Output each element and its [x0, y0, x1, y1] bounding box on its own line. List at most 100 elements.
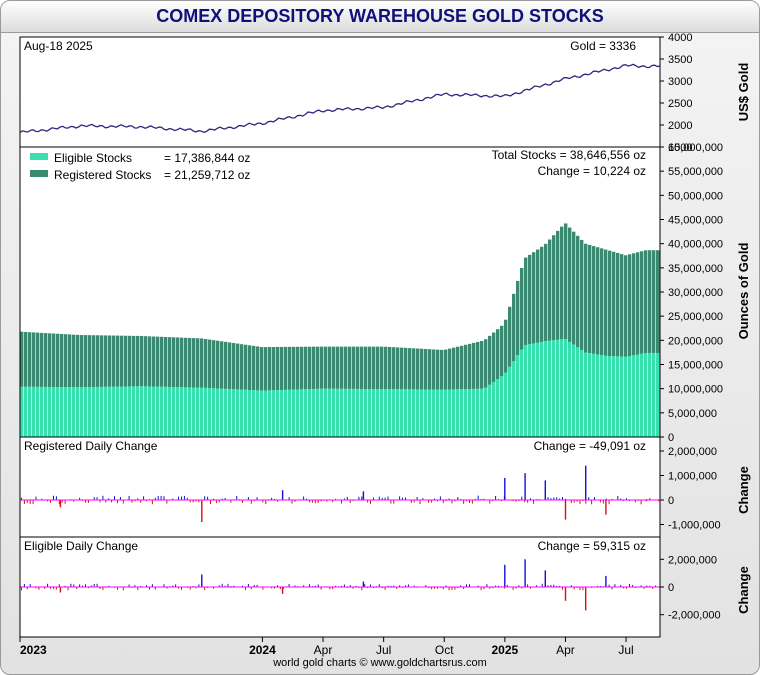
eligible-bar [612, 356, 616, 437]
footer-credit: world gold charts © www.goldchartsrus.co… [273, 657, 487, 669]
registered-bar [28, 332, 32, 387]
eligible-bar [264, 390, 268, 437]
registered-bar [188, 337, 192, 388]
change-ytick-label: 1,000,000 [668, 471, 717, 483]
stocks-ytick-label: 55,000,000 [668, 166, 723, 178]
stocks-ytick-label: 10,000,000 [668, 384, 723, 396]
registered-bar [216, 340, 220, 389]
eligible-bar [476, 388, 480, 437]
eligible-bar [104, 386, 108, 437]
registered-bar [48, 333, 52, 387]
eligible-bar [448, 389, 452, 437]
eligible-bar [560, 339, 564, 437]
eligible-bar [268, 390, 272, 437]
eligible-bar [72, 387, 76, 437]
registered-bar [560, 226, 564, 340]
stocks-ytick-label: 35,000,000 [668, 263, 723, 275]
eligible-bar [484, 387, 488, 437]
eligible-bar [604, 355, 608, 437]
registered-bar [608, 250, 612, 356]
eligible-bar [412, 389, 416, 437]
eligible-bar [400, 389, 404, 437]
eligible-bar [48, 386, 52, 437]
registered-bar [420, 348, 424, 390]
registered-bar [284, 346, 288, 390]
eligible-bar [240, 389, 244, 437]
eligible-ylabel: Change [736, 566, 751, 614]
eligible-bar [24, 386, 28, 437]
eligible-bar [596, 354, 600, 437]
registered-bar [280, 346, 284, 390]
registered-bar [168, 337, 172, 387]
gold-ytick-label: 3000 [668, 76, 692, 88]
eligible-bar [372, 389, 376, 437]
eligible-bar [208, 388, 212, 437]
registered-bar [524, 257, 528, 345]
registered-bar [240, 344, 244, 390]
registered-bar [184, 337, 188, 388]
registered-bar [76, 334, 80, 388]
registered-bar [120, 335, 124, 387]
eligible-bar [116, 386, 120, 437]
registered-bar [496, 329, 500, 380]
eligible-bar [336, 388, 340, 437]
registered-bar [364, 346, 368, 390]
eligible-bar [384, 389, 388, 437]
gold-ytick-label: 2500 [668, 98, 692, 110]
registered-bar [388, 346, 392, 390]
gold-ytick-label: 3500 [668, 54, 692, 66]
registered-bar [548, 239, 552, 341]
legend-eligible-swatch [30, 153, 48, 160]
chart-title: COMEX DEPOSITORY WAREHOUSE GOLD STOCKS [1, 1, 759, 33]
registered-bar [368, 346, 372, 390]
eligible-bar [328, 388, 332, 437]
x-tick-label: Jul [618, 643, 633, 657]
registered-bar [100, 335, 104, 387]
registered-bar [212, 340, 216, 389]
registered-bar [564, 223, 568, 340]
eligible-bar [460, 389, 464, 437]
change-ytick-label: 2,000,000 [668, 554, 717, 566]
registered-bar [632, 253, 636, 356]
registered-bar [468, 343, 472, 390]
registered-bar [144, 336, 148, 387]
registered-bar [380, 346, 384, 390]
eligible-bar [360, 388, 364, 437]
registered-bar [464, 344, 468, 390]
eligible-bar [464, 389, 468, 437]
eligible-bar [276, 390, 280, 437]
eligible-bar [136, 386, 140, 437]
eligible-bar [632, 355, 636, 437]
eligible-bar [256, 390, 260, 437]
registered-bar [156, 336, 160, 387]
registered-bar [172, 337, 176, 388]
registered-bar [64, 334, 68, 388]
registered-bar [488, 335, 492, 385]
eligible-bar [308, 389, 312, 437]
registered-panel-title: Registered Daily Change [24, 439, 158, 453]
registered-bar [72, 334, 76, 388]
eligible-bar [164, 386, 168, 437]
registered-bar [88, 335, 92, 388]
registered-bar [432, 349, 436, 390]
registered-bar [644, 250, 648, 354]
eligible-bar [144, 386, 148, 437]
eligible-bar [324, 388, 328, 437]
eligible-bar [528, 344, 532, 437]
eligible-bar [84, 387, 88, 437]
eligible-bar [536, 342, 540, 437]
eligible-bar [172, 387, 176, 437]
eligible-bar [428, 389, 432, 437]
eligible-bar [468, 389, 472, 437]
eligible-bar [52, 387, 56, 437]
registered-bar [628, 254, 632, 357]
registered-bar [20, 331, 24, 387]
eligible-bar [248, 390, 252, 437]
registered-bar [40, 332, 44, 387]
eligible-panel-title: Eligible Daily Change [24, 539, 138, 553]
registered-bar [456, 346, 460, 390]
change-ytick-label: 0 [668, 495, 674, 507]
eligible-bar [304, 389, 308, 437]
eligible-bar [600, 355, 604, 437]
registered-bar [164, 336, 168, 387]
